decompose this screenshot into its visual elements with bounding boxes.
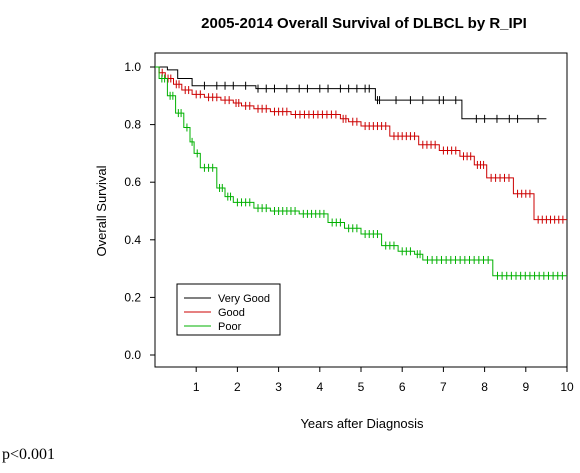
x-tick-label: 1 bbox=[193, 380, 200, 394]
survival-chart: 2005-2014 Overall Survival of DLBCL by R… bbox=[94, 15, 574, 431]
p-value-note: p<0.001 bbox=[2, 446, 56, 463]
y-tick-label: 0.2 bbox=[124, 290, 141, 304]
y-tick-label: 0.8 bbox=[124, 118, 141, 132]
series-line-poor bbox=[155, 66, 567, 277]
y-tick-label: 1.0 bbox=[124, 60, 141, 74]
x-tick-label: 10 bbox=[560, 380, 574, 394]
y-tick-label: 0.0 bbox=[124, 348, 141, 362]
x-tick-label: 3 bbox=[275, 380, 282, 394]
x-tick-label: 9 bbox=[522, 380, 529, 394]
legend-label-very-good: Very Good bbox=[218, 293, 270, 305]
survival-curves bbox=[155, 66, 567, 280]
chart-title: 2005-2014 Overall Survival of DLBCL by R… bbox=[201, 15, 527, 32]
x-tick-label: 7 bbox=[440, 380, 447, 394]
legend-label-good: Good bbox=[218, 307, 245, 319]
axes: 1 2 3 4 5 6 7 8 9 10 0.0 0.2 0.4 0.6 0.8 1.0 bbox=[124, 52, 574, 394]
x-tick-label: 5 bbox=[358, 380, 365, 394]
y-tick-label: 0.6 bbox=[124, 175, 141, 189]
legend-label-poor: Poor bbox=[218, 321, 242, 333]
y-axis-label: Overall Survival bbox=[94, 165, 109, 256]
x-tick-label: 6 bbox=[399, 380, 406, 394]
x-axis-label: Years after Diagnosis bbox=[300, 416, 424, 431]
series-line-good bbox=[155, 66, 567, 221]
x-tick-label: 8 bbox=[481, 380, 488, 394]
y-tick-label: 0.4 bbox=[124, 233, 141, 247]
x-tick-label: 2 bbox=[234, 380, 241, 394]
legend: Very Good Good Poor bbox=[176, 283, 281, 336]
series-line-very-good bbox=[155, 66, 547, 120]
x-tick-label: 4 bbox=[316, 380, 323, 394]
